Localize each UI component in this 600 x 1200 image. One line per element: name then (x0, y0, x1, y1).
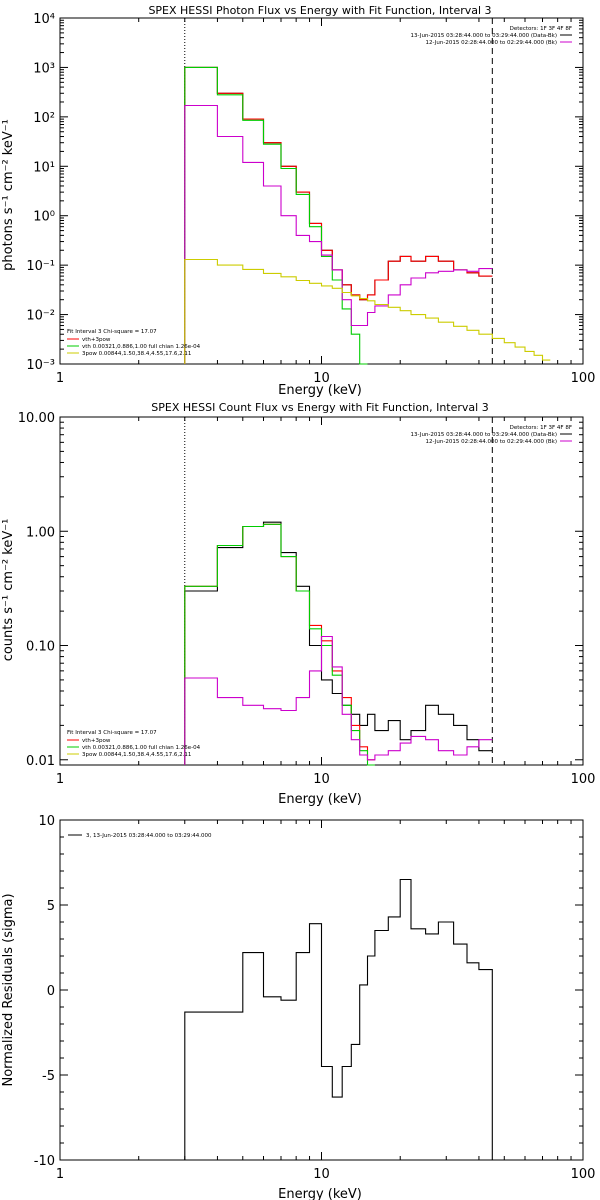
panel-2-legend-data: 13-Jun-2015 03:28:44.000 to 03:29:44.000… (411, 432, 557, 438)
y-tick-label: 10⁻³ (26, 358, 55, 373)
panel-2-axes: 1 10 100 0.01 0.10 1.00 10.00 (18, 411, 596, 787)
panel-3-ylabel: Normalized Residuals (sigma) (1, 893, 16, 1086)
x-tick-label: 1 (56, 1167, 64, 1182)
series-line-0 (184, 878, 493, 1160)
y-tick-label: 10² (33, 111, 55, 126)
panel-3-legend-text: 3, 13-Jun-2015 03:28:44.000 to 03:29:44.… (86, 833, 212, 839)
x-tick-label: 10 (313, 371, 330, 386)
panel-1-legend-data: 13-Jun-2015 03:28:44.000 to 03:29:44.000… (411, 33, 557, 39)
y-tick-label: 10⁻¹ (26, 259, 55, 274)
x-tick-label: 1 (56, 371, 64, 386)
panel-residuals: 1 10 100 -10 -5 0 5 10 Energy (keV) Normalized … (1, 814, 595, 1200)
x-tick-label: 100 (571, 371, 596, 386)
y-tick-label: 10¹ (33, 160, 55, 175)
panel-3-axes: 1 10 100 -10 -5 0 5 10 (34, 814, 596, 1182)
panel-2-title: SPEX HESSI Count Flux vs Energy with Fit… (151, 401, 488, 414)
series-line-1 (184, 523, 375, 765)
y-tick-label: -10 (34, 1154, 55, 1169)
panel-photon-flux: SPEX HESSI Photon Flux vs Energy with Fi… (1, 4, 595, 398)
panel-1-series (184, 18, 551, 365)
series-line-3 (184, 104, 493, 364)
x-tick-label: 1 (56, 772, 64, 787)
panel-1-ylabel: photons s⁻¹ cm⁻² keV⁻¹ (1, 119, 16, 271)
panel-1-legend-yellow: 3pow 0.00844,1.50,38.4,4.55,17.6,2.11 (82, 351, 191, 357)
y-tick-label: 10³ (33, 61, 55, 76)
panel-1-legend-green: vth 0.00321,0.886,1.00 full chian 1.26e-… (82, 344, 201, 350)
panel-3-series (184, 878, 493, 1160)
panel-1-legend-fit: Fit Interval 3 Chi-square = 17.07 (67, 329, 157, 335)
panel-1-axes: 1 10 100 10⁻³ 10⁻² 10⁻¹ 10⁰ 10¹ 10² 10³ 10⁴ (26, 12, 595, 386)
panel-1-title: SPEX HESSI Photon Flux vs Energy with Fi… (148, 4, 491, 17)
panel-1-legend-detectors: Detectors: 1F 3F 4F 8F (510, 26, 572, 32)
panel-2-ylabel: counts s⁻¹ cm⁻² keV⁻¹ (1, 519, 16, 662)
panel-2-legend-bk: 12-Jun-2015 02:28:44.000 to 02:29:44.000… (425, 439, 557, 445)
panel-2-legend-yellow: 3pow 0.00844,1.50,38.4,4.55,17.6,2.11 (82, 752, 191, 758)
panel-count-flux: SPEX HESSI Count Flux vs Energy with Fit… (1, 401, 595, 807)
series-line-2 (184, 523, 375, 766)
y-tick-label: 0 (47, 984, 55, 999)
panel-2-legend-red: vth+3pow (82, 738, 111, 744)
panel-1-xlabel: Energy (keV) (278, 383, 362, 398)
y-tick-label: -5 (42, 1069, 55, 1084)
y-tick-label: 10.00 (18, 411, 55, 426)
panel-1-legend-bk: 12-Jun-2015 02:28:44.000 to 02:29:44.000… (425, 40, 557, 46)
x-tick-label: 10 (313, 1167, 330, 1182)
plot-frame (59, 17, 584, 365)
series-line-0 (184, 521, 493, 765)
series-line-4 (184, 258, 551, 364)
panel-2-legend-green: vth 0.00321,0.886,1.00 full chian 1.26e-… (82, 745, 201, 751)
panel-2-xlabel: Energy (keV) (278, 792, 362, 807)
y-tick-label: 10⁻² (26, 309, 55, 324)
y-tick-label: 10⁴ (33, 12, 55, 27)
series-line-0 (184, 66, 493, 364)
panel-2-series (184, 417, 493, 766)
series-line-1 (184, 66, 493, 364)
panel-2-legend-detectors: Detectors: 1F 3F 4F 8F (510, 425, 572, 431)
y-tick-label: 1.00 (26, 525, 55, 540)
plot-frame (59, 416, 584, 766)
panel-2-legend-fit: Fit Interval 3 Chi-square = 17.07 (67, 730, 157, 736)
y-tick-label: 5 (47, 899, 55, 914)
y-tick-label: 10 (38, 814, 55, 829)
y-tick-label: 0.01 (26, 754, 55, 769)
y-tick-label: 10⁰ (33, 210, 55, 225)
panel-3-xlabel: Energy (keV) (278, 1187, 362, 1200)
x-tick-label: 100 (571, 1167, 596, 1182)
y-tick-label: 0.10 (26, 640, 55, 655)
series-line-2 (184, 66, 368, 365)
series-line-3 (184, 635, 493, 765)
x-tick-label: 10 (313, 772, 330, 787)
x-tick-label: 100 (571, 772, 596, 787)
panel-1-legend-red: vth+3pow (82, 337, 111, 343)
